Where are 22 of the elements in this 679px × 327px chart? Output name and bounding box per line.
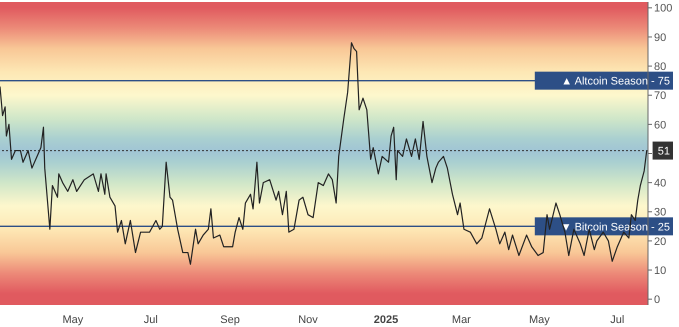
x-tick-label: May: [62, 314, 84, 326]
y-tick-label: 0: [654, 294, 660, 306]
x-tick-label: Sep: [220, 314, 240, 326]
line-series: [0, 42, 648, 265]
y-tick-label: 60: [654, 119, 666, 132]
y-tick-label: 10: [654, 264, 666, 277]
y-tick-label: 100: [654, 2, 672, 15]
x-tick-label: May: [528, 314, 550, 326]
x-tick-label: Nov: [298, 314, 318, 326]
x-tick-label: Jul: [610, 314, 624, 326]
ref-line-label: ▲ Altcoin Season - 75: [561, 76, 670, 88]
ref-line-label: 51: [658, 146, 670, 158]
x-tick-label: Jul: [144, 314, 158, 326]
y-tick-label: 90: [654, 32, 666, 44]
y-tick-label: 80: [654, 61, 666, 73]
y-tick-label: 20: [654, 236, 666, 248]
y-tick-label: 40: [654, 178, 666, 190]
x-tick-label: 2025: [374, 314, 398, 326]
ref-line-label: ▼ Bitcoin Season - 25: [560, 221, 670, 234]
y-tick-label: 70: [654, 90, 666, 102]
x-tick-label: Mar: [452, 314, 472, 326]
y-tick-label: 30: [654, 206, 666, 219]
